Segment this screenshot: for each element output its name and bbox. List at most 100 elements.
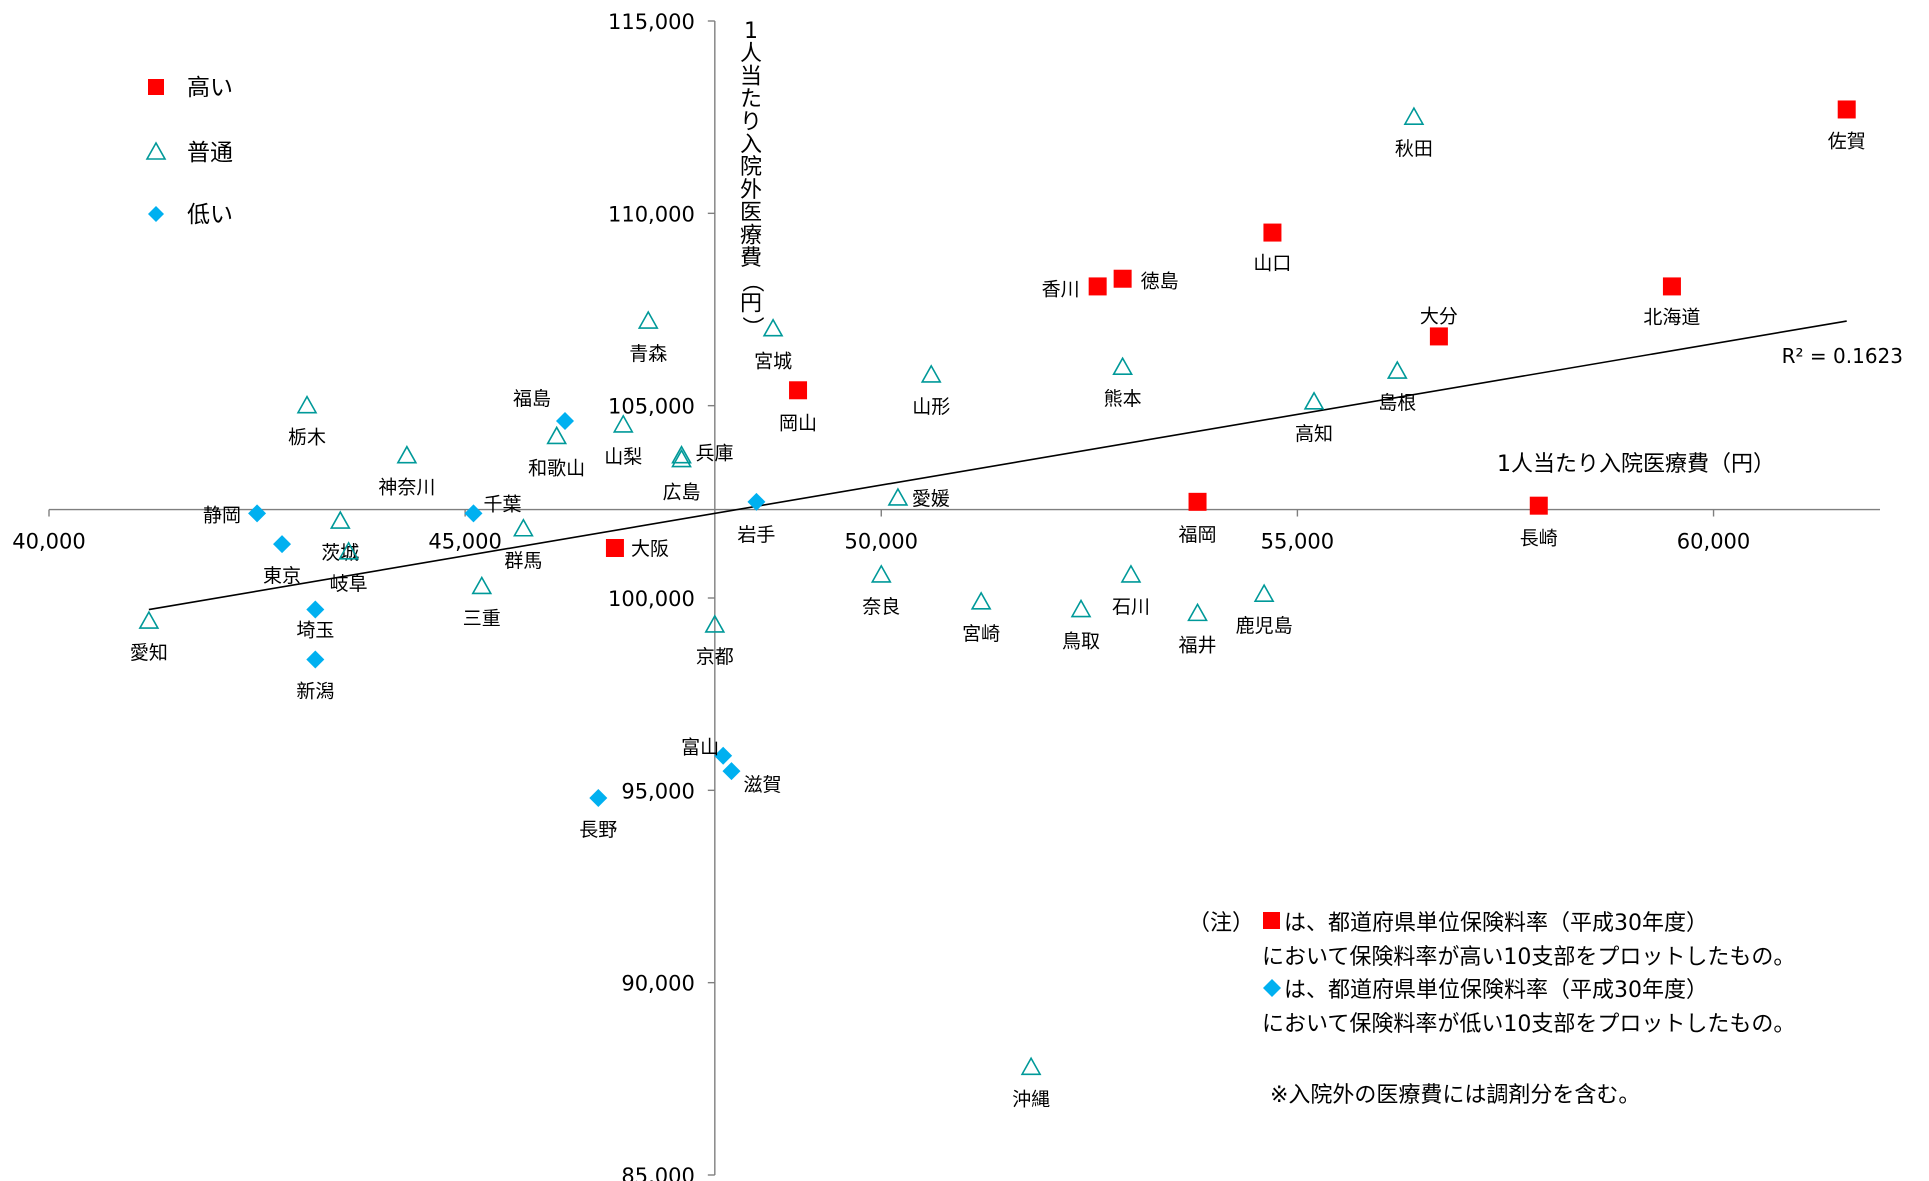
y-axis-title-char: ）: [739, 316, 764, 338]
data-point-label: 三重: [463, 607, 501, 629]
note-line-5: ※入院外の医療費には調剤分を含む。: [1270, 1083, 1640, 1108]
data-point-label: 山口: [1253, 253, 1291, 275]
note-line-3: は、都道府県単位保険料率（平成30年度）: [1284, 978, 1708, 1003]
data-point-triangle: [471, 575, 493, 595]
data-point-triangle: [637, 310, 659, 329]
data-point-label: 奈良: [862, 596, 900, 618]
data-point-diamond: [589, 789, 608, 808]
y-axis-title-char: 療: [740, 223, 762, 248]
data-point-diamond: [464, 504, 483, 523]
data-point-label: 長野: [579, 819, 617, 841]
x-tick-label: 45,000: [428, 530, 501, 554]
data-point-label: 福島: [513, 388, 551, 410]
y-axis-title-char: た: [740, 87, 762, 112]
y-tick-label: 85,000: [621, 1164, 694, 1181]
x-tick-label: 40,000: [12, 530, 85, 554]
data-point-label: 群馬: [504, 550, 542, 572]
data-point-label: 大分: [1420, 305, 1458, 327]
data-point-square: [1429, 327, 1448, 346]
data-point-label: 福岡: [1179, 524, 1217, 546]
data-point-label: 兵庫: [696, 443, 734, 465]
data-point-triangle: [1253, 583, 1275, 602]
data-point-label: 千葉: [483, 493, 521, 515]
r-squared-label: R² = 0.1623: [1782, 344, 1903, 368]
data-point-triangle: [1112, 356, 1133, 376]
legend-item-low: 低い: [148, 202, 233, 228]
y-axis-title-char: り: [740, 110, 762, 135]
data-point-label: 滋賀: [743, 774, 781, 796]
note-square-marker: [1263, 912, 1280, 929]
data-point-label: 岡山: [779, 412, 817, 434]
y-tick-label: 115,000: [608, 10, 695, 34]
data-point-square: [1662, 277, 1681, 296]
y-tick-label: 100,000: [608, 587, 695, 611]
data-point-label: 京都: [696, 646, 734, 668]
data-point-label: 富山: [681, 737, 719, 759]
data-point-triangle: [396, 445, 418, 464]
data-point-label: 和歌山: [528, 457, 585, 479]
legend-label-high: 高い: [187, 75, 233, 101]
data-point-label: 栃木: [288, 427, 326, 449]
y-axis-title-char: 当: [740, 64, 762, 89]
data-point-square: [1188, 492, 1207, 511]
y-axis-title-char: 人: [740, 42, 762, 67]
data-point-label: 徳島: [1141, 271, 1179, 293]
note: （注） は、都道府県単位保険料率（平成30年度） において保険料率が高い10支部…: [1188, 911, 1795, 1108]
legend-square-marker: [148, 79, 164, 95]
data-point-triangle: [1403, 106, 1425, 125]
y-tick-label: 95,000: [621, 779, 694, 803]
data-point-label: 新潟: [296, 681, 334, 703]
data-point-label: 福井: [1179, 634, 1217, 656]
x-axis-title: 1人当たり入院医療費（円）: [1497, 452, 1775, 477]
data-point-square: [605, 538, 624, 557]
data-point-diamond: [747, 492, 766, 511]
data-point-label: 鹿児島: [1236, 615, 1293, 637]
data-point-square: [1088, 277, 1107, 296]
data-point-label: 埼玉: [296, 620, 334, 642]
trendline-layer: R² = 0.1623: [148, 320, 1903, 611]
axes: 40,000 45,000 50,000 55,000 60,000 85,000 90,0…: [12, 10, 1880, 1181]
data-point-triangle: [870, 564, 892, 583]
data-point-label: 広島: [663, 482, 701, 504]
data-point-label: 東京: [263, 565, 301, 587]
data-point-triangle: [704, 614, 726, 633]
data-point-diamond: [248, 504, 267, 523]
data-point-label: 北海道: [1643, 306, 1700, 328]
data-point-diamond: [722, 762, 741, 781]
note-line-1: は、都道府県単位保険料率（平成30年度）: [1284, 911, 1708, 936]
data-point-triangle: [1303, 391, 1325, 410]
y-axis-title-char: （: [739, 271, 764, 293]
data-point-label: 山形: [912, 396, 950, 418]
y-tick-label: 105,000: [608, 395, 695, 419]
data-point-square: [1529, 496, 1548, 515]
data-point-triangle: [762, 318, 784, 337]
x-tick-label: 55,000: [1261, 530, 1334, 554]
note-line-2: において保険料率が高い10支部をプロットしたもの。: [1262, 945, 1795, 970]
data-point-label: 山梨: [604, 446, 642, 468]
data-point-label: 岐阜: [330, 573, 368, 595]
x-tick-label: 60,000: [1677, 530, 1750, 554]
data-point-label: 愛知: [130, 642, 168, 664]
data-point-triangle: [1120, 564, 1142, 583]
legend-item-normal: 普通: [145, 140, 233, 166]
data-point-square: [1113, 269, 1132, 288]
legend-label-normal: 普通: [187, 140, 233, 166]
data-point-triangle: [1070, 598, 1092, 618]
y-axis-title-char: 入: [740, 133, 762, 158]
data-point-triangle: [513, 518, 534, 537]
note-line-4: において保険料率が低い10支部をプロットしたもの。: [1262, 1012, 1795, 1037]
data-point-label: 大阪: [631, 538, 669, 560]
legend-diamond-marker: [148, 206, 164, 222]
data-point-label: 神奈川: [378, 477, 435, 499]
y-tick-label: 110,000: [608, 202, 695, 226]
y-axis-title-char: 円: [740, 291, 762, 316]
data-point-diamond: [556, 412, 575, 431]
y-axis-title-char: 院: [740, 155, 762, 180]
data-point-triangle: [920, 364, 942, 383]
data-point-label: 香川: [1042, 278, 1080, 300]
trendline: [148, 320, 1847, 611]
